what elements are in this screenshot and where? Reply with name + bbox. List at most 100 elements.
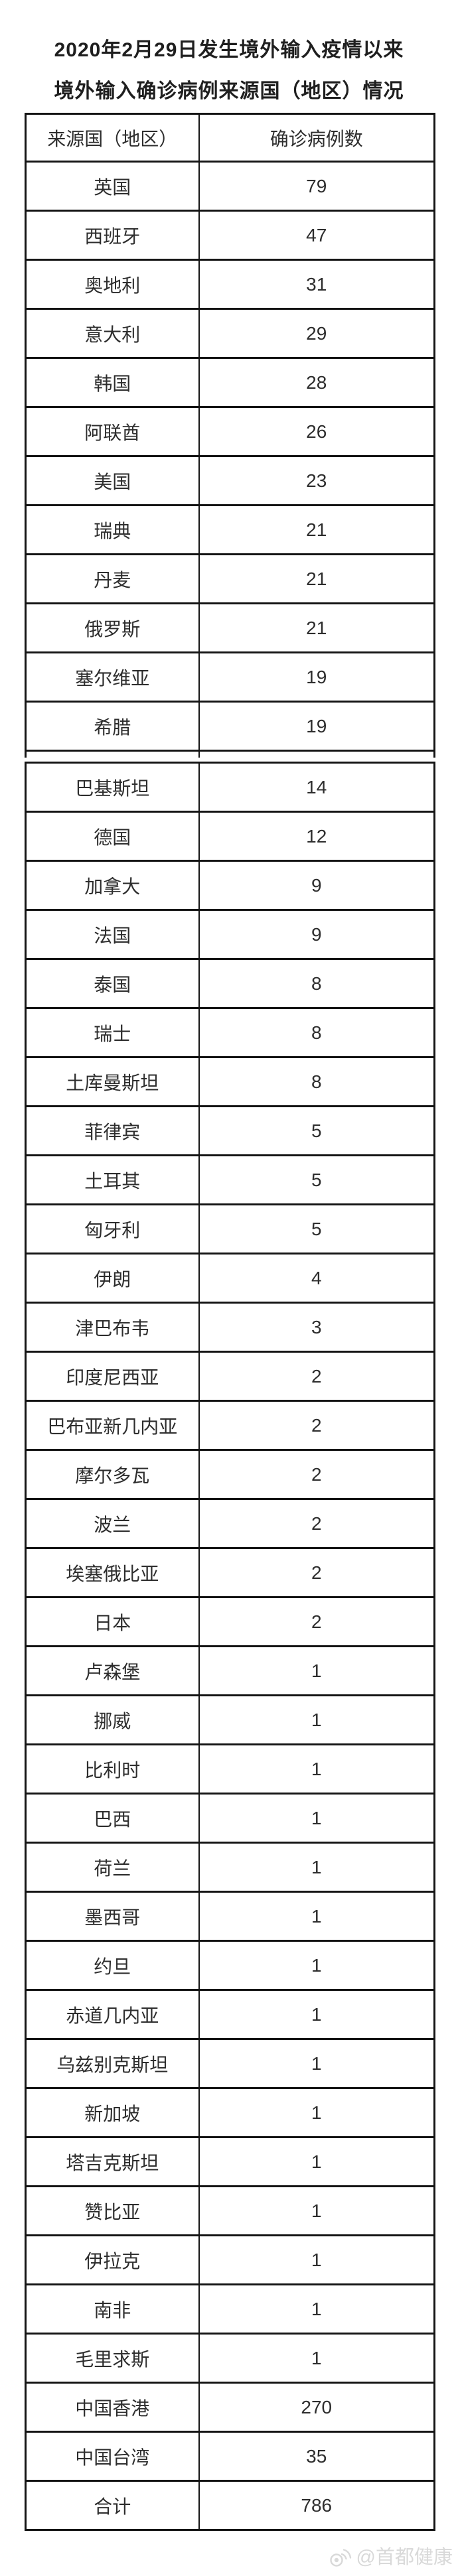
table-row: 伊朗 4 bbox=[25, 1253, 435, 1304]
count-cell: 19 bbox=[198, 651, 435, 703]
count-cell: 1 bbox=[198, 1940, 435, 1991]
country-cell: 日本 bbox=[25, 1596, 200, 1647]
table-row: 埃塞俄比亚 2 bbox=[25, 1547, 435, 1598]
table-row: 瑞士 8 bbox=[25, 1007, 435, 1058]
country-cell: 瑞士 bbox=[25, 1007, 200, 1058]
total-label-cell: 合计 bbox=[25, 2480, 200, 2531]
table-row: 西班牙 47 bbox=[25, 210, 435, 261]
count-cell: 1 bbox=[198, 2136, 435, 2187]
table-row: 赞比亚 1 bbox=[25, 2185, 435, 2236]
count-cell: 2 bbox=[198, 1547, 435, 1598]
country-cell: 波兰 bbox=[25, 1498, 200, 1549]
table-row: 阿联酋 26 bbox=[25, 406, 435, 457]
count-cell: 1 bbox=[198, 2283, 435, 2335]
country-cell: 乌兹别克斯坦 bbox=[25, 2038, 200, 2089]
count-cell: 2 bbox=[198, 1351, 435, 1402]
count-cell: 3 bbox=[198, 1302, 435, 1353]
country-cell: 赞比亚 bbox=[25, 2185, 200, 2236]
count-cell: 19 bbox=[198, 701, 435, 752]
count-cell: 2 bbox=[198, 1498, 435, 1549]
country-cell: 菲律宾 bbox=[25, 1105, 200, 1156]
country-cell: 伊朗 bbox=[25, 1253, 200, 1304]
table-row: 墨西哥 1 bbox=[25, 1891, 435, 1942]
total-count-cell: 786 bbox=[198, 2480, 435, 2531]
table-header-row: 来源国（地区） 确诊病例数 bbox=[25, 113, 435, 163]
seam-cell bbox=[198, 750, 435, 758]
count-cell: 9 bbox=[198, 860, 435, 911]
table-row: 新加坡 1 bbox=[25, 2087, 435, 2138]
count-cell: 28 bbox=[198, 357, 435, 408]
country-cell: 比利时 bbox=[25, 1743, 200, 1795]
page-title-line2: 境外输入确诊病例来源国（地区）情况 bbox=[54, 80, 404, 102]
table-row: 波兰 2 bbox=[25, 1498, 435, 1549]
table-row: 印度尼西亚 2 bbox=[25, 1351, 435, 1402]
count-cell: 23 bbox=[198, 455, 435, 506]
table-row: 英国 79 bbox=[25, 161, 435, 212]
count-cell: 270 bbox=[198, 2382, 435, 2433]
source-table-part2: 巴基斯坦 14 德国 12 加拿大 9 法国 9 泰国 8 瑞士 8 土库曼斯坦 8 菲律宾 5 土耳其 5 匈牙利… bbox=[25, 762, 435, 2531]
table-row: 丹麦 21 bbox=[25, 553, 435, 604]
count-cell: 79 bbox=[198, 161, 435, 212]
table-part2-body: 巴基斯坦 14 德国 12 加拿大 9 法国 9 泰国 8 瑞士 8 土库曼斯坦 8 菲律宾 5 土耳其 5 匈牙利… bbox=[25, 762, 435, 2531]
country-cell: 约旦 bbox=[25, 1940, 200, 1991]
table-row: 南非 1 bbox=[25, 2283, 435, 2335]
table-row: 希腊 19 bbox=[25, 701, 435, 752]
country-cell: 俄罗斯 bbox=[25, 602, 200, 653]
table-row: 法国 9 bbox=[25, 909, 435, 960]
country-cell: 毛里求斯 bbox=[25, 2333, 200, 2384]
count-cell: 26 bbox=[198, 406, 435, 457]
country-cell: 中国台湾 bbox=[25, 2431, 200, 2482]
count-cell: 1 bbox=[198, 1645, 435, 1696]
count-cell: 1 bbox=[198, 1989, 435, 2040]
count-cell: 14 bbox=[198, 762, 435, 813]
country-cell: 泰国 bbox=[25, 958, 200, 1009]
count-cell: 21 bbox=[198, 602, 435, 653]
country-cell: 中国香港 bbox=[25, 2382, 200, 2433]
count-cell: 5 bbox=[198, 1105, 435, 1156]
country-cell: 巴布亚新几内亚 bbox=[25, 1400, 200, 1451]
table-row: 美国 23 bbox=[25, 455, 435, 506]
table-row: 中国香港 270 bbox=[25, 2382, 435, 2433]
table-row: 赤道几内亚 1 bbox=[25, 1989, 435, 2040]
count-cell: 12 bbox=[198, 811, 435, 862]
table-row: 土耳其 5 bbox=[25, 1154, 435, 1205]
table-row: 毛里求斯 1 bbox=[25, 2333, 435, 2384]
count-cell: 1 bbox=[198, 1793, 435, 1844]
country-cell: 阿联酋 bbox=[25, 406, 200, 457]
table-row: 中国台湾 35 bbox=[25, 2431, 435, 2482]
count-cell: 1 bbox=[198, 2333, 435, 2384]
country-cell: 摩尔多瓦 bbox=[25, 1449, 200, 1500]
country-cell: 德国 bbox=[25, 811, 200, 862]
count-cell: 1 bbox=[198, 1842, 435, 1893]
count-cell: 2 bbox=[198, 1400, 435, 1451]
table-row: 乌兹别克斯坦 1 bbox=[25, 2038, 435, 2089]
country-cell: 塞尔维亚 bbox=[25, 651, 200, 703]
count-cell: 1 bbox=[198, 1694, 435, 1745]
country-cell: 加拿大 bbox=[25, 860, 200, 911]
country-cell: 西班牙 bbox=[25, 210, 200, 261]
count-cell: 47 bbox=[198, 210, 435, 261]
total-row: 合计 786 bbox=[25, 2480, 435, 2531]
country-cell: 荷兰 bbox=[25, 1842, 200, 1893]
country-cell: 英国 bbox=[25, 161, 200, 212]
table-part1-body: 英国 79 西班牙 47 奥地利 31 意大利 29 韩国 28 阿联酋 26 美国 23 瑞典 21 丹麦 21… bbox=[25, 161, 435, 758]
table-row: 塞尔维亚 19 bbox=[25, 651, 435, 703]
count-cell: 5 bbox=[198, 1203, 435, 1254]
page-title-line1: 2020年2月29日发生境外输入疫情以来 bbox=[54, 39, 404, 61]
country-cell: 印度尼西亚 bbox=[25, 1351, 200, 1402]
count-cell: 1 bbox=[198, 2234, 435, 2285]
country-cell: 新加坡 bbox=[25, 2087, 200, 2138]
country-cell: 土耳其 bbox=[25, 1154, 200, 1205]
table-row: 巴西 1 bbox=[25, 1793, 435, 1844]
country-cell: 瑞典 bbox=[25, 504, 200, 555]
column-header-source-country: 来源国（地区） bbox=[25, 113, 200, 163]
table-row: 巴基斯坦 14 bbox=[25, 762, 435, 813]
country-cell: 法国 bbox=[25, 909, 200, 960]
country-cell: 挪威 bbox=[25, 1694, 200, 1745]
table-row: 菲律宾 5 bbox=[25, 1105, 435, 1156]
country-cell: 埃塞俄比亚 bbox=[25, 1547, 200, 1598]
table-row: 韩国 28 bbox=[25, 357, 435, 408]
watermark: @首都健康 bbox=[328, 2547, 453, 2567]
country-cell: 匈牙利 bbox=[25, 1203, 200, 1254]
